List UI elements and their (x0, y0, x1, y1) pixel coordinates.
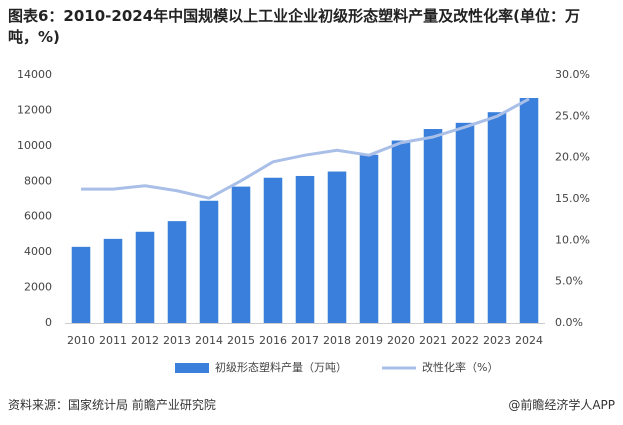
x-tick-label: 2015 (227, 334, 255, 347)
legend-label: 改性化率（%） (422, 360, 498, 374)
x-tick-label: 2019 (355, 334, 383, 347)
brand: @前瞻经济学人APP (508, 398, 615, 412)
source: 资料来源：国家统计局 前瞻产业研究院 (8, 398, 216, 412)
x-tick-label: 2012 (131, 334, 159, 347)
x-tick-label: 2018 (323, 334, 351, 347)
y2-tick-label: 30.0% (555, 68, 590, 81)
y-tick-label: 6000 (24, 210, 52, 223)
y-tick-label: 8000 (24, 174, 52, 187)
legend-label: 初级形态塑料产量（万吨） (215, 360, 347, 374)
bar (199, 200, 219, 323)
y2-tick-label: 5.0% (555, 275, 583, 288)
bar (359, 154, 379, 323)
y-tick-label: 2000 (24, 281, 52, 294)
y-tick-label: 14000 (17, 68, 52, 81)
bar (135, 231, 155, 323)
x-tick-label: 2022 (451, 334, 479, 347)
x-tick-label: 2020 (387, 334, 415, 347)
bar (519, 98, 539, 324)
bar (167, 221, 187, 323)
bar (487, 112, 507, 323)
x-tick-label: 2011 (99, 334, 127, 347)
bar (231, 186, 251, 323)
bar (391, 140, 411, 323)
x-tick-label: 2023 (483, 334, 511, 347)
x-tick-label: 2013 (163, 334, 191, 347)
x-tick-label: 2014 (195, 334, 223, 347)
y-tick-label: 12000 (17, 103, 52, 116)
bar (295, 175, 315, 323)
y-tick-label: 4000 (24, 245, 52, 258)
x-tick-label: 2016 (259, 334, 287, 347)
x-tick-label: 2017 (291, 334, 319, 347)
y2-tick-label: 0.0% (555, 316, 583, 329)
bar (423, 129, 443, 323)
x-tick-label: 2021 (419, 334, 447, 347)
bar (103, 238, 123, 323)
bar (455, 122, 475, 323)
legend-swatch (175, 363, 209, 373)
y2-tick-label: 25.0% (555, 109, 590, 122)
bar (263, 177, 283, 323)
y-tick-label: 10000 (17, 139, 52, 152)
chart-title: 图表6：2010-2024年中国规模以上工业企业初级形态塑料产量及改性化率(单位… (8, 7, 581, 46)
y2-tick-label: 10.0% (555, 233, 590, 246)
y-tick-label: 0 (45, 316, 52, 329)
y2-tick-label: 20.0% (555, 151, 590, 164)
x-tick-label: 2024 (515, 334, 543, 347)
y2-tick-label: 15.0% (555, 192, 590, 205)
x-tick-label: 2010 (67, 334, 95, 347)
bar (327, 171, 347, 323)
bar (71, 246, 91, 323)
line (81, 97, 530, 200)
